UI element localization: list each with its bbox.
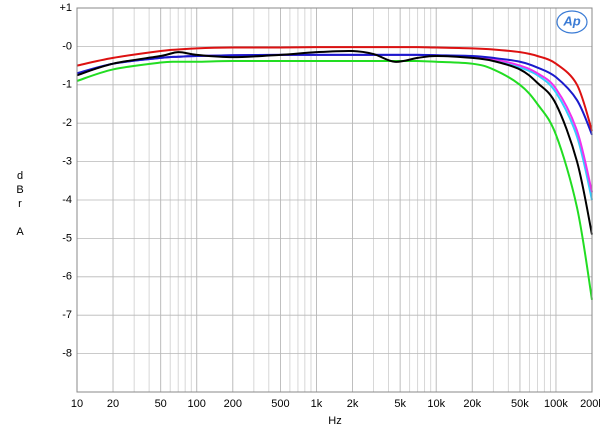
y-tick-label: -3 bbox=[62, 156, 72, 168]
series-line bbox=[76, 46, 593, 132]
plot-border bbox=[76, 7, 593, 393]
logo: Ap bbox=[562, 13, 580, 28]
y-tick-label: +1 bbox=[59, 2, 72, 14]
y-tick-label: -1 bbox=[62, 79, 72, 91]
x-tick-label: 100k bbox=[544, 398, 568, 410]
x-tick-label: 100 bbox=[188, 398, 206, 410]
x-tick-label: 200 bbox=[224, 398, 242, 410]
series-line bbox=[76, 53, 593, 136]
x-tick-label: 500 bbox=[271, 398, 289, 410]
x-axis-label: Hz bbox=[328, 415, 341, 427]
x-tick-label: 20k bbox=[463, 398, 481, 410]
x-tick-label: 200k bbox=[580, 398, 600, 410]
x-tick-label: 10k bbox=[427, 398, 445, 410]
x-tick-label: 50 bbox=[155, 398, 167, 410]
x-tick-label: 10 bbox=[71, 398, 83, 410]
y-tick-label: -2 bbox=[62, 117, 72, 129]
y-tick-label: -0 bbox=[62, 40, 72, 52]
x-tick-label: 5k bbox=[394, 398, 406, 410]
x-tick-label: 20 bbox=[107, 398, 119, 410]
y-tick-label: -5 bbox=[62, 232, 72, 244]
y-tick-label: -7 bbox=[62, 309, 72, 321]
logo-ring bbox=[556, 10, 588, 34]
y-tick-label: -4 bbox=[62, 194, 72, 206]
y-tick-label: -6 bbox=[62, 271, 72, 283]
y-tick-label: -8 bbox=[62, 348, 72, 360]
x-tick-label: 1k bbox=[311, 398, 323, 410]
series-line bbox=[76, 49, 593, 235]
x-tick-label: 50k bbox=[511, 398, 529, 410]
x-tick-label: 2k bbox=[347, 398, 359, 410]
